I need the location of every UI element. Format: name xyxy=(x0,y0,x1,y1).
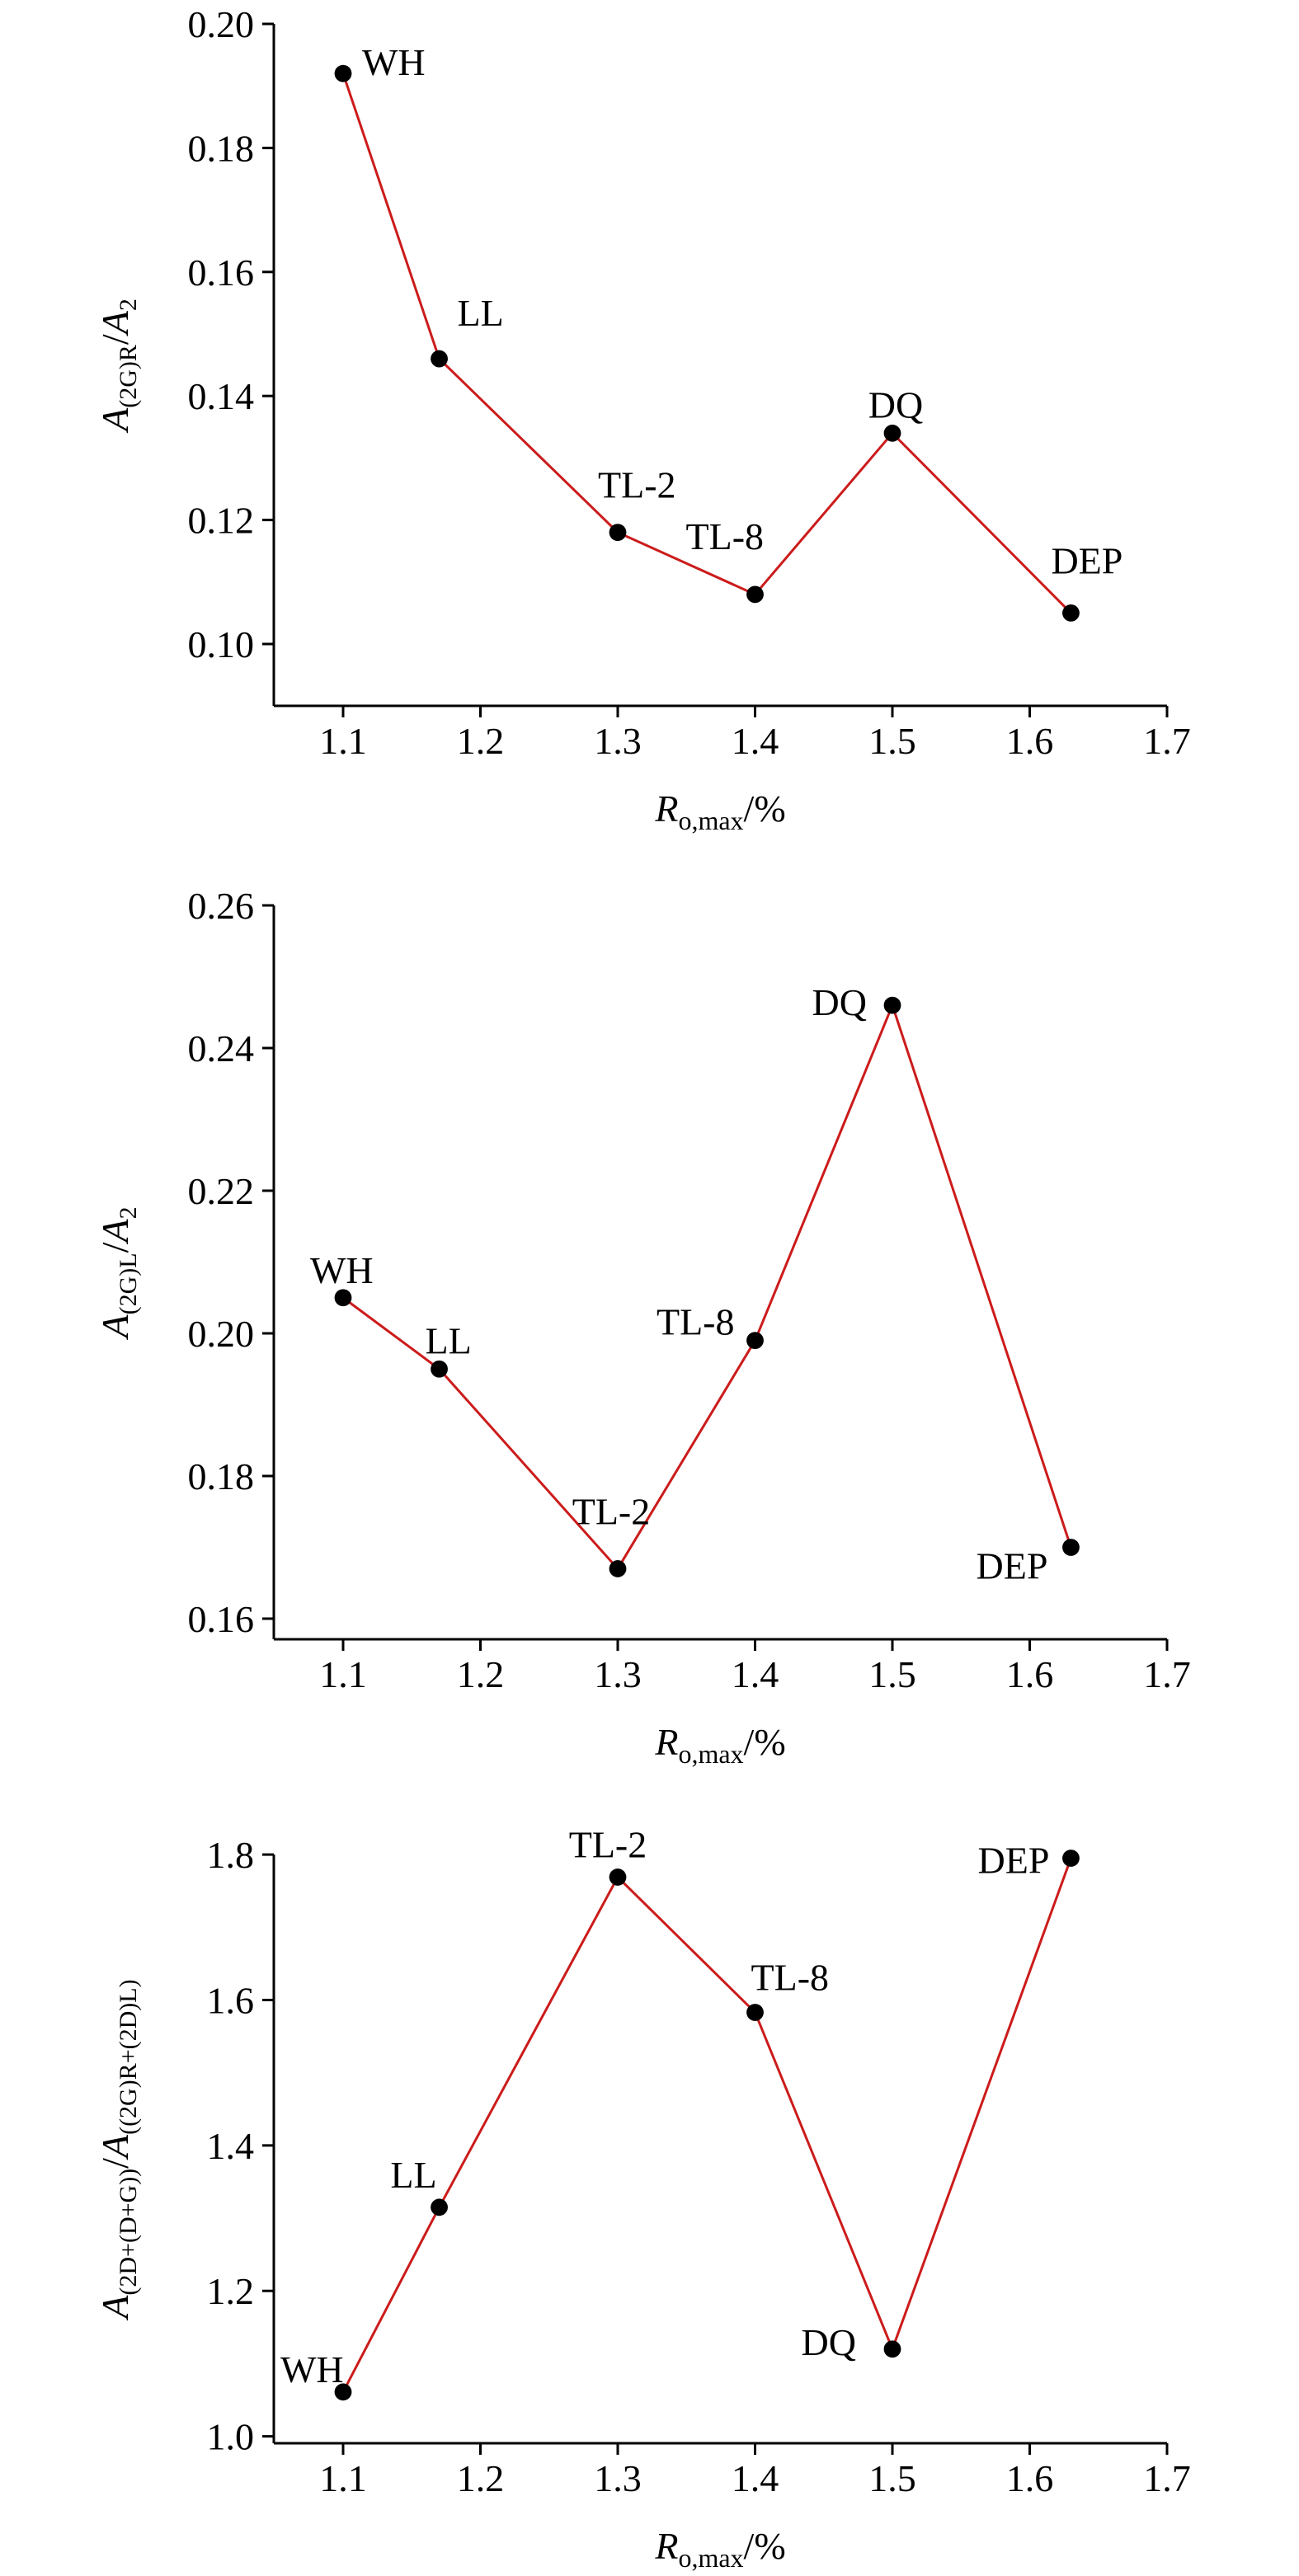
svg-text:0.24: 0.24 xyxy=(188,1027,255,1069)
svg-text:LL: LL xyxy=(390,2154,436,2196)
svg-text:1.2: 1.2 xyxy=(457,2457,505,2499)
svg-text:1.8: 1.8 xyxy=(207,1834,255,1876)
svg-text:1.6: 1.6 xyxy=(1006,2457,1054,2499)
svg-text:1.4: 1.4 xyxy=(732,720,779,762)
svg-text:DQ: DQ xyxy=(812,981,867,1023)
svg-text:WH: WH xyxy=(280,2348,344,2390)
svg-text:1.5: 1.5 xyxy=(868,2457,916,2499)
svg-text:1.6: 1.6 xyxy=(207,1979,255,2021)
svg-text:0.26: 0.26 xyxy=(188,885,255,927)
svg-text:1.4: 1.4 xyxy=(207,2125,255,2167)
svg-text:0.22: 0.22 xyxy=(188,1170,255,1212)
svg-text:1.5: 1.5 xyxy=(868,720,916,762)
svg-text:0.18: 0.18 xyxy=(188,127,255,169)
svg-text:1.2: 1.2 xyxy=(457,1653,505,1695)
svg-text:1.3: 1.3 xyxy=(594,2457,642,2499)
svg-text:TL-2: TL-2 xyxy=(572,1490,651,1532)
svg-text:1.1: 1.1 xyxy=(319,2457,367,2499)
svg-text:1.7: 1.7 xyxy=(1143,720,1191,762)
svg-text:0.16: 0.16 xyxy=(188,1598,255,1640)
svg-text:TL-2: TL-2 xyxy=(569,1823,647,1865)
svg-text:1.4: 1.4 xyxy=(732,2457,779,2499)
svg-text:LL: LL xyxy=(426,1319,472,1361)
svg-text:1.4: 1.4 xyxy=(732,1653,779,1695)
svg-text:1.3: 1.3 xyxy=(594,1653,642,1695)
svg-text:WH: WH xyxy=(362,41,426,83)
svg-text:0.20: 0.20 xyxy=(188,3,255,45)
svg-text:1.7: 1.7 xyxy=(1143,2457,1191,2499)
svg-text:LL: LL xyxy=(458,292,504,334)
svg-text:1.3: 1.3 xyxy=(594,720,642,762)
svg-text:0.12: 0.12 xyxy=(188,500,255,542)
svg-text:0.14: 0.14 xyxy=(188,375,255,417)
svg-text:DQ: DQ xyxy=(802,2321,856,2363)
svg-text:1.1: 1.1 xyxy=(319,1653,367,1695)
svg-text:1.6: 1.6 xyxy=(1006,1653,1054,1695)
svg-text:1.2: 1.2 xyxy=(207,2270,255,2312)
svg-text:WH: WH xyxy=(310,1249,374,1291)
svg-text:DEP: DEP xyxy=(977,1545,1048,1587)
svg-text:TL-2: TL-2 xyxy=(598,464,676,506)
svg-text:TL-8: TL-8 xyxy=(686,515,765,557)
svg-text:DEP: DEP xyxy=(978,1840,1050,1882)
svg-text:DQ: DQ xyxy=(868,383,923,425)
svg-text:TL-8: TL-8 xyxy=(751,1956,830,1998)
svg-text:DEP: DEP xyxy=(1051,539,1123,581)
svg-text:0.18: 0.18 xyxy=(188,1455,255,1497)
svg-text:0.16: 0.16 xyxy=(188,251,255,294)
svg-text:1.1: 1.1 xyxy=(319,720,367,762)
svg-text:1.5: 1.5 xyxy=(868,1653,916,1695)
svg-text:1.7: 1.7 xyxy=(1143,1653,1191,1695)
svg-text:1.0: 1.0 xyxy=(207,2416,255,2458)
svg-text:0.10: 0.10 xyxy=(188,623,255,665)
svg-text:0.20: 0.20 xyxy=(188,1313,255,1355)
svg-text:1.2: 1.2 xyxy=(457,720,505,762)
svg-text:TL-8: TL-8 xyxy=(657,1301,735,1343)
svg-text:1.6: 1.6 xyxy=(1006,720,1054,762)
